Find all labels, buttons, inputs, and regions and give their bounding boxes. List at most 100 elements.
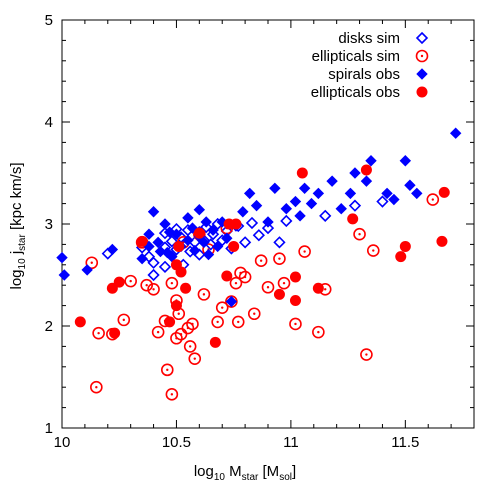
legend-label: ellipticals obs (311, 84, 400, 101)
ellipticals-sim-dot (266, 286, 270, 289)
disks-sim-point (147, 256, 160, 269)
ellipticals-sim-ring (124, 274, 137, 288)
ellipticals-sim-ring (366, 244, 380, 257)
ellipticals-sim-point (415, 49, 429, 63)
x-axis-label-mid-sub: star (242, 472, 259, 483)
disks-sim-point (348, 199, 362, 212)
y-tick-label: 3 (45, 216, 53, 233)
ellipticals-sim-ring (353, 227, 366, 241)
spirals-obs-point (202, 248, 215, 261)
spirals-obs-point (289, 195, 302, 208)
ellipticals-sim-point (188, 352, 202, 365)
ellipticals-sim-dot (166, 368, 169, 372)
ellipticals-obs-point (360, 164, 372, 176)
ellipticals-sim-point (197, 288, 211, 301)
ellipticals-obs-point (170, 300, 182, 312)
ellipticals-sim-point (289, 317, 302, 331)
spirals-obs-point (200, 216, 212, 228)
ellipticals-obs-point (136, 235, 148, 247)
ellipticals-obs-point (209, 336, 221, 348)
disks-sim-point (206, 228, 220, 241)
spirals-obs-point (207, 224, 219, 236)
ellipticals-sim-point (174, 327, 188, 341)
ellipticals-sim-point (312, 325, 325, 339)
legend-label: spirals obs (328, 66, 400, 83)
spirals-obs-point (360, 175, 373, 187)
ellipticals-sim-point (165, 388, 179, 401)
disks-sim-point (273, 236, 286, 249)
disks-sim-point (415, 31, 429, 45)
ellipticals-obs-point (289, 271, 301, 283)
spirals-obs-point (225, 295, 238, 308)
spirals-obs-point (154, 245, 167, 258)
ellipticals-obs-point (228, 240, 240, 252)
ellipticals-sim-ring (298, 245, 311, 258)
disks-sim-point (158, 260, 172, 273)
ellipticals-sim-point (353, 227, 366, 241)
ellipticals-sim-ring (247, 307, 261, 321)
ellipticals-sim-ring (165, 276, 179, 290)
x-tick-label: 10 (54, 434, 71, 451)
ellipticals-sim-ring (197, 288, 211, 301)
ellipticals-sim-dot (95, 386, 98, 389)
ellipticals-sim-ring (215, 301, 229, 314)
ellipticals-sim-point (186, 317, 199, 331)
ellipticals-sim-dot (420, 54, 424, 58)
x-axis-label: log10 Mstar [Msol] (194, 463, 296, 483)
spirals-obs-point (193, 204, 206, 216)
ellipticals-sim-dot (282, 281, 286, 285)
x-tick-label: 10.5 (162, 434, 191, 451)
spirals-obs-point (381, 187, 393, 200)
ellipticals-sim-ring (229, 276, 243, 290)
disks-sim-point (147, 268, 160, 282)
ellipticals-sim-point (273, 252, 286, 265)
disks-sim-point (319, 209, 332, 222)
ellipticals-sim-point (247, 307, 261, 321)
ellipticals-obs-point (173, 240, 185, 252)
disks-sim-point (245, 216, 259, 230)
x-axis-label-tail-sub: sol (279, 472, 292, 483)
spirals-obs-point (250, 199, 263, 212)
ellipticals-sim-point (277, 276, 291, 290)
ellipticals-obs-point (193, 227, 205, 239)
ellipticals-sim-dot (221, 306, 224, 309)
ellipticals-sim-point (92, 326, 105, 340)
ellipticals-sim-point (254, 254, 268, 268)
ellipticals-sim-ring (312, 325, 325, 339)
spirals-obs-point (269, 182, 281, 195)
ellipticals-sim-point (147, 282, 160, 296)
ellipticals-sim-ring (211, 315, 224, 329)
spirals-obs-point (58, 269, 70, 281)
axis-ticks: 10 10.5 11 11.5 1 2 3 4 5 (45, 12, 475, 451)
ellipticals-sim-point (165, 276, 179, 290)
spirals-obs-point (182, 234, 194, 247)
spirals-obs-point (411, 187, 423, 200)
spirals-obs-point (243, 187, 256, 200)
ellipticals-sim-dot (129, 279, 132, 283)
ellipticals-sim-ring (360, 348, 373, 361)
data-points (56, 127, 462, 401)
ellipticals-obs-point (312, 282, 324, 294)
disks-sim-point (376, 195, 389, 208)
ellipticals-sim-dot (259, 259, 263, 262)
ellipticals-sim-ring (289, 317, 302, 331)
ellipticals-obs-point (230, 218, 242, 230)
ellipticals-obs-point (395, 251, 407, 263)
ellipticals-sim-ring (140, 278, 153, 292)
ellipticals-obs-point (289, 295, 301, 306)
y-axis-label-tail: [kpc km/s] (8, 162, 25, 234)
x-axis-label-end: ] (292, 463, 296, 480)
ellipticals-sim-dot (122, 318, 126, 322)
ellipticals-obs-point (113, 276, 125, 288)
ellipticals-sim-point (231, 315, 245, 329)
ellipticals-obs-point (221, 270, 233, 282)
spirals-obs-point (106, 243, 119, 256)
ellipticals-sim-ring (231, 315, 245, 329)
spirals-obs-point (399, 155, 412, 167)
spirals-obs-point (298, 182, 311, 195)
x-axis-label-main: log (194, 463, 214, 480)
ellipticals-sim-point (215, 301, 229, 314)
x-axis-label-main-sub: 10 (214, 472, 226, 483)
